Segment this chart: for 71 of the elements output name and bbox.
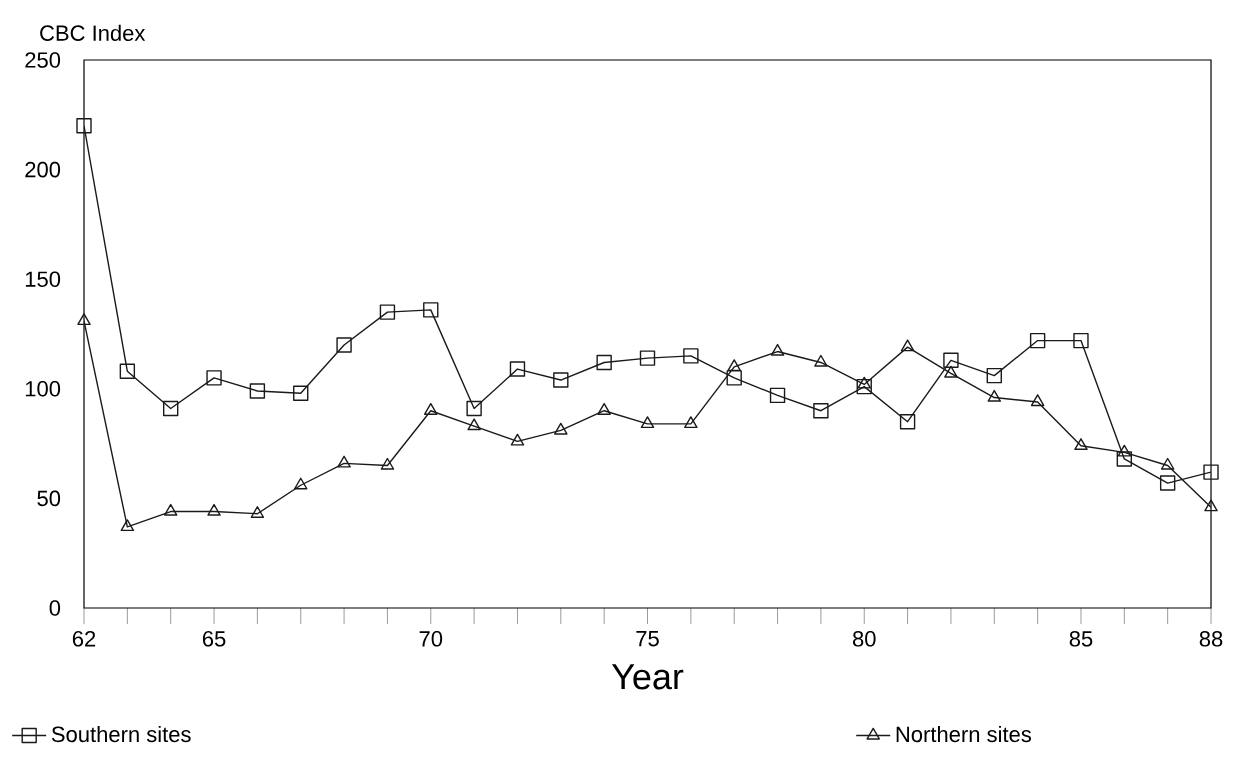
y-axis-title: CBC Index	[40, 24, 146, 41]
point	[119, 363, 136, 379]
point	[163, 400, 179, 417]
point	[943, 352, 959, 368]
point	[1203, 464, 1219, 480]
point	[639, 350, 656, 366]
x-tick-label: 75	[636, 631, 659, 647]
point	[1159, 475, 1176, 491]
point	[337, 455, 351, 468]
point	[683, 348, 699, 364]
point	[250, 506, 265, 518]
x-tick-label: 88	[1199, 631, 1223, 647]
point	[856, 378, 872, 395]
point	[1160, 457, 1175, 470]
point	[857, 376, 871, 389]
point	[554, 422, 568, 435]
point	[1074, 438, 1088, 450]
point	[1029, 332, 1046, 349]
point	[944, 365, 958, 378]
point	[336, 337, 352, 353]
point	[1116, 451, 1133, 467]
point	[684, 416, 698, 429]
legend-label: Northern sites	[896, 725, 1032, 743]
y-tick-label: 100	[25, 381, 61, 397]
point	[986, 367, 1002, 384]
point	[466, 400, 482, 417]
point	[467, 418, 481, 431]
point	[1204, 499, 1218, 512]
point	[899, 413, 916, 430]
x-tick-label: 80	[852, 631, 876, 647]
y-tick-label: 50	[37, 490, 61, 507]
x-tick-label: 62	[72, 631, 96, 647]
point	[596, 354, 612, 371]
x-axis-title: Year	[611, 664, 684, 690]
point	[424, 403, 438, 415]
point	[769, 387, 786, 404]
point	[249, 383, 266, 399]
point	[1117, 444, 1132, 457]
point	[77, 313, 91, 326]
point	[120, 519, 135, 532]
point	[726, 370, 742, 386]
point	[76, 118, 92, 134]
y-tick-label: 150	[25, 271, 61, 287]
x-tick-label: 70	[419, 631, 443, 647]
y-tick-label: 0	[49, 600, 61, 616]
point	[206, 370, 222, 386]
point	[293, 385, 309, 401]
point	[379, 304, 396, 320]
point	[727, 359, 741, 372]
point	[163, 503, 178, 516]
point	[423, 302, 439, 318]
point	[207, 503, 221, 516]
point	[640, 416, 655, 429]
point	[987, 389, 1002, 402]
point	[1030, 394, 1045, 407]
point	[813, 403, 829, 419]
y-tick-label: 250	[25, 52, 61, 68]
x-tick-label: 85	[1069, 631, 1093, 647]
legend-label: Southern sites	[51, 725, 191, 743]
point	[597, 403, 611, 415]
x-tick-label: 65	[202, 631, 226, 647]
point	[1073, 332, 1089, 349]
point	[900, 339, 915, 352]
y-tick-label: 200	[25, 161, 61, 178]
point	[510, 433, 525, 446]
point	[293, 477, 308, 490]
point	[814, 354, 828, 367]
point	[509, 361, 526, 377]
point	[380, 457, 395, 470]
point	[770, 343, 785, 356]
point	[553, 372, 569, 388]
